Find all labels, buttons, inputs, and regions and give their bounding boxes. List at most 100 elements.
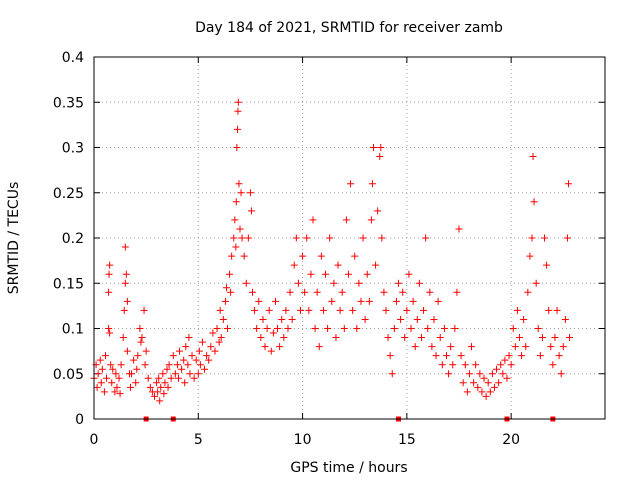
data-point	[269, 329, 277, 337]
data-point	[415, 279, 423, 287]
data-point	[232, 198, 240, 206]
y-tick-label: 0	[75, 412, 84, 428]
data-point	[505, 352, 513, 360]
data-point	[188, 352, 196, 360]
y-tick-label: 0.4	[62, 50, 84, 66]
data-point	[359, 234, 367, 242]
data-point	[322, 270, 330, 278]
data-point	[524, 288, 532, 296]
data-point	[242, 279, 250, 287]
data-point	[176, 347, 184, 355]
data-point	[447, 343, 455, 351]
data-point	[430, 315, 438, 323]
data-point	[155, 374, 163, 382]
data-point	[292, 234, 300, 242]
data-point	[507, 361, 515, 369]
data-point	[276, 343, 284, 351]
data-point	[365, 297, 373, 305]
data-point	[528, 234, 536, 242]
data-point	[422, 234, 430, 242]
data-point	[181, 379, 189, 387]
data-point	[557, 370, 565, 378]
data-point	[490, 383, 498, 391]
data-point	[160, 390, 168, 398]
data-point	[146, 383, 154, 391]
data-point	[164, 383, 172, 391]
data-point	[286, 288, 294, 296]
data-point	[520, 315, 528, 323]
data-point	[141, 361, 149, 369]
data-point	[128, 370, 136, 378]
data-point	[117, 361, 125, 369]
data-point	[468, 343, 476, 351]
data-point	[105, 325, 113, 332]
data-point	[511, 343, 519, 351]
data-point	[180, 356, 188, 364]
data-point	[547, 343, 555, 351]
data-point	[236, 225, 244, 233]
data-point	[503, 374, 511, 382]
data-point	[436, 334, 444, 342]
data-point	[317, 252, 325, 260]
data-point	[215, 338, 223, 346]
data-point	[161, 379, 169, 387]
data-point	[121, 243, 129, 251]
data-point	[299, 252, 307, 260]
y-tick-label: 0.1	[62, 322, 84, 338]
data-point	[493, 365, 501, 373]
data-point	[150, 392, 158, 400]
data-point	[380, 288, 388, 296]
data-point	[313, 288, 321, 296]
data-point	[305, 306, 313, 314]
data-point	[226, 270, 234, 278]
data-point	[428, 343, 436, 351]
data-point	[424, 325, 432, 332]
data-point	[407, 325, 415, 332]
data-point	[163, 365, 171, 373]
data-point	[434, 297, 442, 305]
data-point	[288, 315, 296, 323]
data-point	[274, 325, 282, 332]
data-point	[109, 365, 117, 373]
data-point	[290, 261, 298, 269]
data-point	[231, 216, 239, 224]
data-point	[311, 325, 319, 332]
data-point	[237, 189, 245, 197]
data-point	[499, 370, 507, 378]
data-point	[156, 397, 164, 405]
data-point	[395, 279, 403, 287]
data-point	[307, 270, 315, 278]
data-point	[368, 180, 376, 188]
data-point	[174, 374, 182, 382]
data-point	[451, 325, 459, 332]
data-point	[518, 352, 526, 360]
data-point	[123, 297, 131, 305]
data-point	[549, 361, 557, 369]
data-point	[513, 306, 521, 314]
data-point	[538, 334, 546, 342]
data-point	[267, 347, 275, 355]
data-point	[543, 261, 551, 269]
data-point	[403, 306, 411, 314]
data-point	[265, 306, 273, 314]
data-point	[455, 225, 463, 233]
data-point	[357, 297, 365, 305]
data-point	[463, 388, 471, 396]
data-point	[201, 365, 209, 373]
data-point	[127, 383, 134, 391]
data-point	[374, 207, 382, 215]
data-point	[253, 325, 261, 332]
data-point	[217, 334, 225, 342]
data-point	[106, 261, 114, 269]
data-point	[315, 343, 323, 351]
data-point	[263, 325, 271, 332]
data-point	[363, 270, 371, 278]
y-tick-label: 0.15	[53, 276, 84, 292]
data-point	[178, 365, 186, 373]
data-point	[259, 315, 267, 323]
data-point	[482, 392, 490, 400]
data-point	[198, 338, 206, 346]
data-point	[555, 352, 563, 360]
data-point	[233, 125, 241, 133]
data-point	[353, 325, 361, 332]
